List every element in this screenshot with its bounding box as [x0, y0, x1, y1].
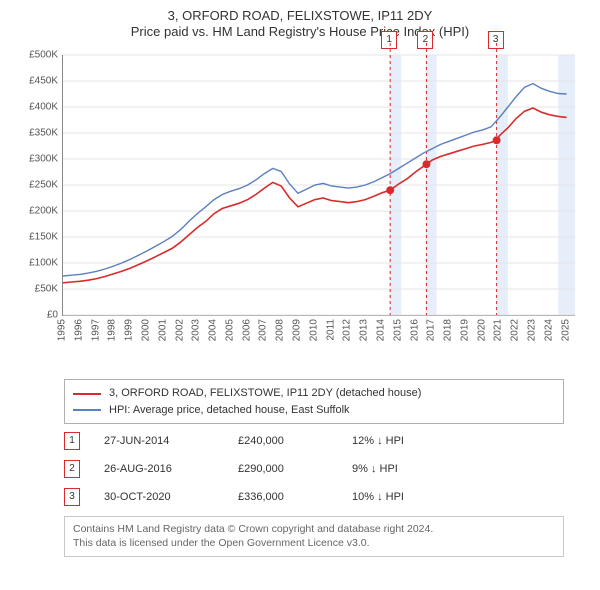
x-axis-label: 1999	[124, 319, 135, 341]
transaction-date: 26-AUG-2016	[104, 463, 214, 475]
x-axis-label: 2024	[543, 319, 554, 341]
transaction-date: 27-JUN-2014	[104, 435, 214, 447]
x-axis-label: 2004	[208, 319, 219, 341]
transaction-diff: 10% ↓ HPI	[352, 491, 462, 503]
x-axis-label: 2020	[476, 319, 487, 341]
event-flag: 3	[488, 31, 504, 49]
legend: 3, ORFORD ROAD, FELIXSTOWE, IP11 2DY (de…	[64, 379, 564, 424]
legend-swatch	[73, 393, 101, 395]
legend-label: HPI: Average price, detached house, East…	[109, 402, 350, 419]
table-row: 2 26-AUG-2016 £290,000 9% ↓ HPI	[64, 460, 564, 478]
x-axis-label: 2007	[258, 319, 269, 341]
flag-badge: 2	[64, 460, 80, 478]
x-axis-label: 2014	[375, 319, 386, 341]
footnote-line: Contains HM Land Registry data © Crown c…	[73, 522, 555, 536]
y-axis-label: £50K	[18, 284, 58, 295]
plot-region	[62, 55, 575, 316]
chart-area: £0 £50K £100K £150K £200K £250K £300K £350K £400…	[18, 45, 580, 375]
x-axis-label: 2013	[359, 319, 370, 341]
x-axis-label: 2000	[140, 319, 151, 341]
legend-swatch	[73, 409, 101, 411]
x-axis-label: 2023	[527, 319, 538, 341]
y-axis-label: £0	[18, 310, 58, 321]
x-axis-label: 2017	[426, 319, 437, 341]
x-axis-label: 2005	[224, 319, 235, 341]
x-axis-label: 2001	[157, 319, 168, 341]
event-flag: 1	[381, 31, 397, 49]
legend-item: HPI: Average price, detached house, East…	[73, 402, 555, 419]
flag-badge: 3	[64, 488, 80, 506]
x-axis-label: 2003	[191, 319, 202, 341]
x-axis-label: 2010	[308, 319, 319, 341]
y-axis-label: £400K	[18, 102, 58, 113]
x-axis-label: 1998	[107, 319, 118, 341]
legend-label: 3, ORFORD ROAD, FELIXSTOWE, IP11 2DY (de…	[109, 385, 421, 402]
x-axis-label: 1996	[73, 319, 84, 341]
transaction-diff: 9% ↓ HPI	[352, 463, 462, 475]
x-axis-label: 2008	[275, 319, 286, 341]
y-axis-label: £350K	[18, 128, 58, 139]
transaction-diff: 12% ↓ HPI	[352, 435, 462, 447]
y-axis-label: £450K	[18, 76, 58, 87]
event-flag: 2	[417, 31, 433, 49]
footnote-line: This data is licensed under the Open Gov…	[73, 536, 555, 550]
x-axis-label: 2009	[292, 319, 303, 341]
transaction-date: 30-OCT-2020	[104, 491, 214, 503]
table-row: 1 27-JUN-2014 £240,000 12% ↓ HPI	[64, 432, 564, 450]
y-axis-label: £200K	[18, 206, 58, 217]
y-axis-label: £100K	[18, 258, 58, 269]
x-axis-label: 1997	[90, 319, 101, 341]
chart-title: 3, ORFORD ROAD, FELIXSTOWE, IP11 2DY	[10, 8, 590, 24]
legend-item: 3, ORFORD ROAD, FELIXSTOWE, IP11 2DY (de…	[73, 385, 555, 402]
x-axis-label: 2012	[342, 319, 353, 341]
y-axis-label: £250K	[18, 180, 58, 191]
chart-container: 3, ORFORD ROAD, FELIXSTOWE, IP11 2DY Pri…	[0, 0, 600, 590]
transaction-price: £240,000	[238, 435, 328, 447]
y-axis-label: £300K	[18, 154, 58, 165]
x-axis-label: 2016	[409, 319, 420, 341]
x-axis-label: 2011	[325, 319, 336, 341]
x-axis-label: 2015	[392, 319, 403, 341]
x-axis-label: 2006	[241, 319, 252, 341]
table-row: 3 30-OCT-2020 £336,000 10% ↓ HPI	[64, 488, 564, 506]
x-axis-label: 2018	[443, 319, 454, 341]
flag-badge: 1	[64, 432, 80, 450]
attribution-footnote: Contains HM Land Registry data © Crown c…	[64, 516, 564, 556]
x-axis-label: 2021	[493, 319, 504, 341]
x-axis-label: 2002	[174, 319, 185, 341]
x-axis-label: 2025	[560, 319, 571, 341]
x-axis-label: 2019	[459, 319, 470, 341]
x-axis-label: 1995	[57, 319, 68, 341]
transaction-price: £290,000	[238, 463, 328, 475]
transaction-price: £336,000	[238, 491, 328, 503]
y-axis-label: £150K	[18, 232, 58, 243]
transactions-table: 1 27-JUN-2014 £240,000 12% ↓ HPI 2 26-AU…	[64, 432, 564, 506]
x-axis-label: 2022	[510, 319, 521, 341]
y-axis-label: £500K	[18, 50, 58, 61]
